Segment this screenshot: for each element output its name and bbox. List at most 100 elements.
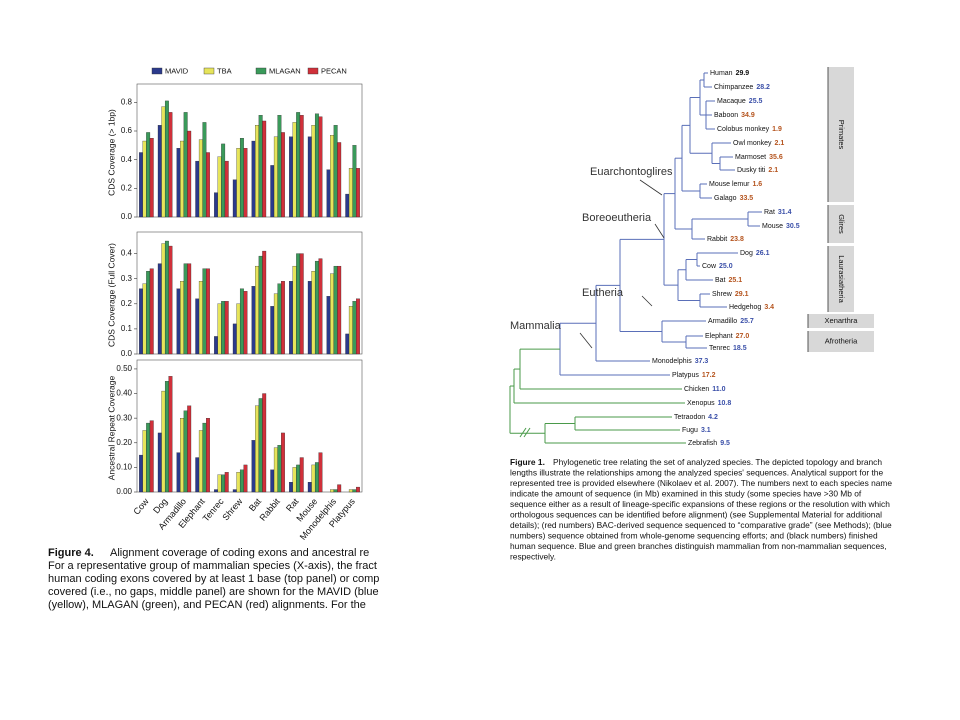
bar <box>221 301 226 355</box>
clade-pointer <box>579 332 593 349</box>
bar <box>330 135 335 218</box>
species-size: 33.5 <box>740 195 754 202</box>
species-label: Cow 25.0 <box>702 263 733 270</box>
bar <box>296 253 301 355</box>
branch-break <box>519 427 527 438</box>
species-label: Marmoset 35.6 <box>735 154 783 161</box>
bar <box>236 148 241 218</box>
y-axis-label: Ancestral Repeat Coverage <box>106 376 116 481</box>
species-label: Platypus 17.2 <box>672 372 716 379</box>
bar <box>202 268 207 355</box>
bar <box>356 168 360 218</box>
species-name: Fugu <box>682 427 698 434</box>
bar <box>198 281 203 355</box>
group-band <box>828 246 854 312</box>
species-name: Dusky titi <box>737 167 766 174</box>
bar <box>281 132 285 218</box>
caption-line: details); (red numbers) BAC-derived sequ… <box>510 520 892 530</box>
bar <box>206 268 210 355</box>
bar <box>224 472 229 493</box>
bar <box>161 243 166 355</box>
bar <box>311 270 316 355</box>
legend-label: TBA <box>217 66 232 75</box>
bar <box>202 422 207 493</box>
clade-label: Euarchontoglires <box>590 166 673 178</box>
bar <box>281 281 285 355</box>
bar <box>299 457 304 493</box>
bar <box>239 138 244 218</box>
species-label: Colobus monkey 1.9 <box>717 126 782 133</box>
bar <box>217 474 222 493</box>
bar <box>255 405 260 493</box>
species-label: Shrew 29.1 <box>712 291 749 298</box>
plot-frame <box>136 231 363 355</box>
bar <box>183 112 188 218</box>
bar <box>255 125 260 218</box>
y-tick-label: 0.4 <box>121 155 133 164</box>
bar <box>221 474 226 493</box>
species-size: 28.2 <box>756 84 770 91</box>
caption-label: Figure 4. <box>48 547 94 559</box>
species-name: Elephant <box>705 333 733 340</box>
bar <box>221 143 226 218</box>
clade-label: Eutheria <box>582 287 624 299</box>
caption-line: orthologous sequences can be identified … <box>510 510 882 520</box>
bar <box>224 160 229 218</box>
species-size: 1.6 <box>752 181 762 188</box>
bar <box>258 255 263 355</box>
y-tick-label: 0.0 <box>121 212 133 221</box>
species-name: Chimpanzee <box>714 84 753 91</box>
bar <box>157 125 162 218</box>
legend-label: MAVID <box>165 66 189 75</box>
species-size: 31.4 <box>778 209 792 216</box>
group-band <box>828 67 854 202</box>
bar <box>202 122 207 218</box>
y-tick-label: 0.3 <box>121 274 133 283</box>
group-label: Glires <box>837 214 846 234</box>
bar <box>348 489 353 493</box>
bar <box>258 115 263 218</box>
species-label: Elephant 27.0 <box>705 333 749 340</box>
caption-line: covered (i.e., no gaps, middle panel) ar… <box>48 586 379 598</box>
bar <box>243 291 248 355</box>
bar <box>352 145 357 218</box>
bar <box>139 152 143 218</box>
bar <box>296 112 301 218</box>
bar <box>157 263 162 355</box>
bar <box>311 125 316 218</box>
plot-frame <box>136 359 363 493</box>
species-size: 25.1 <box>729 277 743 284</box>
bar <box>176 288 181 355</box>
species-size: 29.1 <box>735 291 749 298</box>
caption-line: human sequence. Blue and green branches … <box>510 541 887 551</box>
species-label: Chimpanzee 28.2 <box>714 84 770 91</box>
bar <box>337 265 342 355</box>
bar <box>273 447 278 493</box>
bar <box>307 136 312 218</box>
legend-swatch <box>255 67 267 75</box>
y-tick-label: 0.50 <box>116 364 132 373</box>
bar <box>236 472 241 493</box>
caption-line: (yellow), MLAGAN (green), and PECAN (red… <box>48 599 366 611</box>
bar <box>318 452 323 493</box>
y-tick-label: 0.2 <box>121 299 133 308</box>
species-name: Owl monkey <box>733 140 772 147</box>
caption-line: numbers) sequence obtained from whole-ge… <box>510 531 878 541</box>
species-label: Tenrec 18.5 <box>709 345 747 352</box>
species-name: Mouse <box>762 223 783 230</box>
species-label: Bat 25.1 <box>715 277 742 284</box>
bar <box>139 288 143 355</box>
species-label: Monodelphis 37.3 <box>652 358 708 365</box>
bar <box>180 140 185 218</box>
species-name: Rabbit <box>707 236 727 243</box>
y-tick-label: 0.1 <box>121 324 133 333</box>
species-name: Baboon <box>714 112 738 119</box>
caption-line: represented tree is provided elsewhere (… <box>510 478 892 488</box>
species-size: 30.5 <box>786 223 800 230</box>
plot-frame <box>136 83 363 218</box>
species-size: 25.0 <box>719 263 733 270</box>
species-label: Rabbit 23.8 <box>707 236 744 243</box>
bar <box>232 179 237 218</box>
bar <box>326 169 331 218</box>
legend-label: MLAGAN <box>269 66 301 75</box>
